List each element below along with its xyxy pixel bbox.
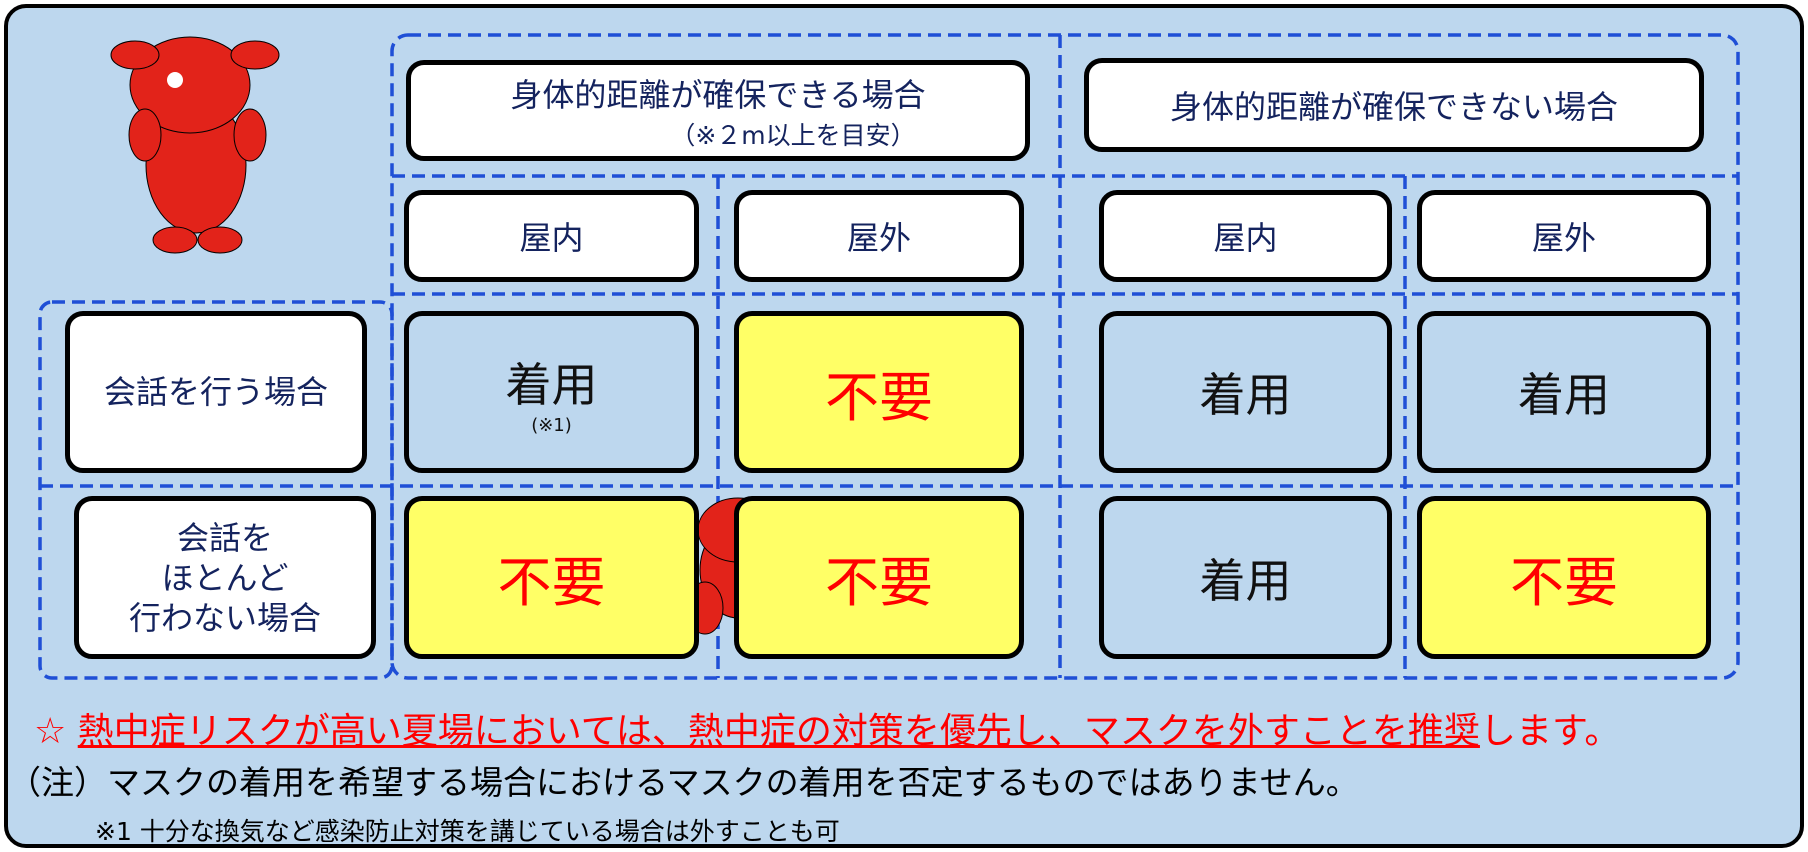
row-label: ほとんど [161, 558, 289, 597]
place-header: 屋外 [734, 190, 1024, 282]
place-label: 屋内 [1213, 219, 1278, 257]
cell: 着用 (※1) [404, 311, 699, 473]
cell: 不要 [404, 496, 699, 659]
place-header: 屋外 [1417, 190, 1711, 282]
cell: 着用 [1417, 311, 1711, 473]
cell-value: 着用 [1199, 368, 1292, 422]
place-label: 屋内 [519, 219, 584, 257]
cell-value: 不要 [497, 551, 606, 614]
rest: します。 [1479, 711, 1621, 752]
place-label: 屋外 [846, 219, 911, 257]
cell-value: 着用 [1518, 368, 1610, 422]
header-title: 身体的距離が確保できない場合 [1169, 88, 1618, 126]
row-label: 会話を [176, 518, 273, 557]
cell-note: (※1) [531, 414, 572, 436]
cell-value: 不要 [1510, 551, 1618, 614]
footnote: ※1 十分な換気など感染防止対策を講じている場合は外すことも可 [95, 817, 840, 846]
cell: 不要 [734, 311, 1024, 473]
cell-value: 着用 [505, 357, 598, 412]
cell-value: 不要 [825, 551, 933, 614]
header-note: （※２m以上を目安） [670, 120, 916, 150]
row-header: 会話を ほとんど 行わない場合 [74, 496, 376, 659]
mark: ☆ [34, 711, 67, 752]
row-label: 行わない場合 [128, 598, 321, 637]
cell: 着用 [1099, 496, 1392, 659]
recommendation: ☆ 熱中症リスクが高い夏場においては、熱中症の対策を優先し、マスクを外すことを推… [34, 702, 1620, 754]
place-header: 屋内 [1099, 190, 1392, 282]
column-header: 身体的距離が確保できる場合 （※２m以上を目安） [406, 60, 1030, 161]
cell-value: 不要 [825, 365, 933, 429]
footnote-line: ※1 十分な換気など感染防止対策を講じている場合は外すことも可 [95, 812, 840, 848]
row-header: 会話を行う場合 [65, 311, 367, 473]
mascot [110, 36, 280, 254]
emphasis: 熱中症リスクが高い夏場においては、熱中症の対策を優先し、マスクを外すことを推奨 [77, 711, 1480, 752]
cell: 着用 [1099, 311, 1392, 473]
row-label: 会話を行う場合 [103, 373, 328, 411]
note-line: （注）マスクの着用を希望する場合におけるマスクの着用を否定するものではありません… [8, 756, 1359, 804]
place-label: 屋外 [1531, 219, 1596, 257]
header-title: 身体的距離が確保できる場合 [510, 75, 926, 114]
column-header: 身体的距離が確保できない場合 [1084, 58, 1704, 152]
note: （注）マスクの着用を希望する場合におけるマスクの着用を否定するものではありません… [8, 763, 1359, 802]
cell: 不要 [734, 496, 1024, 659]
cell: 不要 [1417, 496, 1711, 659]
place-header: 屋内 [404, 190, 699, 282]
cell-value: 着用 [1199, 553, 1292, 608]
